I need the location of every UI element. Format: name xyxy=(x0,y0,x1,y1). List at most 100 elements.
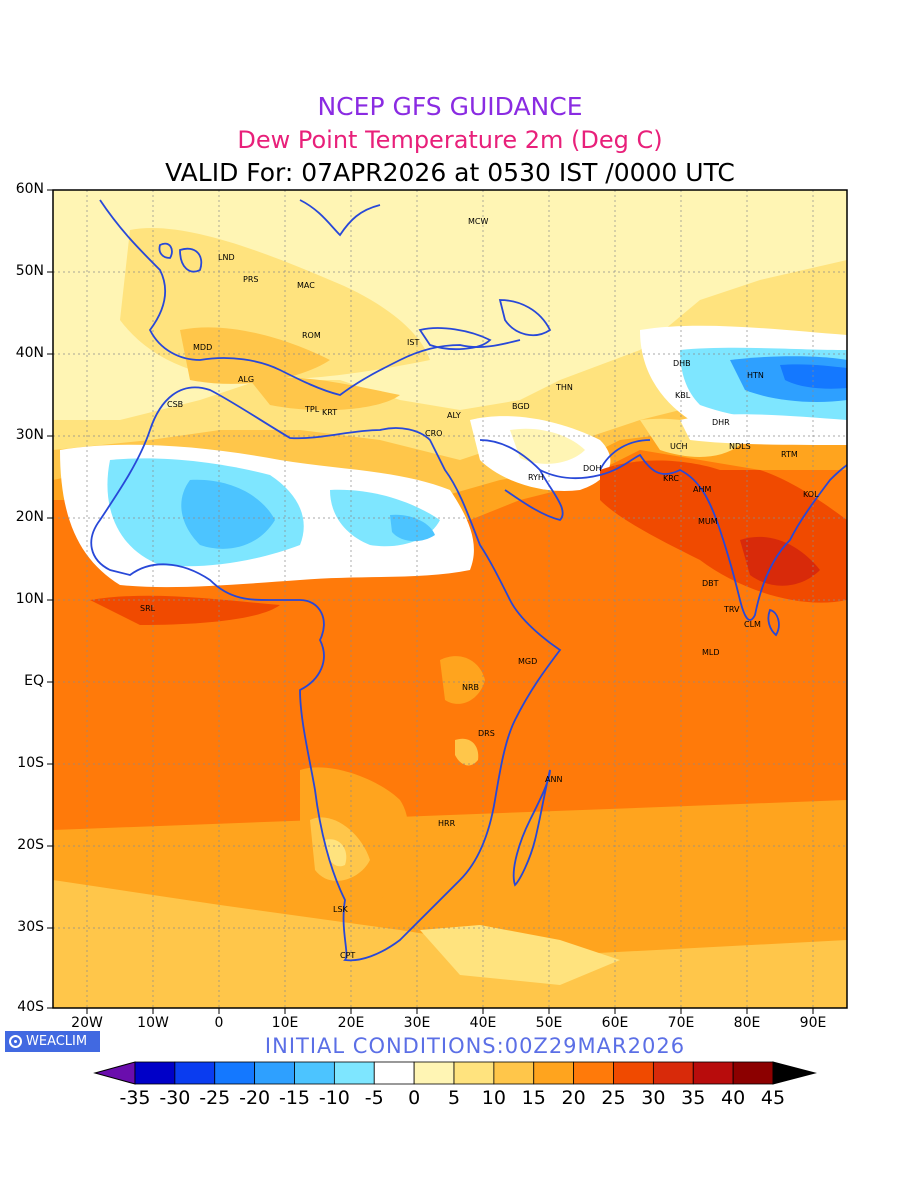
station-label: HTN xyxy=(747,371,764,380)
lon-label: 10W xyxy=(137,1015,169,1031)
station-label: NDLS xyxy=(729,442,751,451)
lat-label: 20N xyxy=(15,509,44,525)
station-label: ANN xyxy=(545,775,562,784)
colorbar-swatch xyxy=(652,1061,694,1085)
lat-label: EQ xyxy=(24,673,44,689)
lat-label: 20S xyxy=(17,837,44,853)
station-label: MGD xyxy=(518,657,537,666)
station-label: MDD xyxy=(193,343,212,352)
station-label: MUM xyxy=(698,517,718,526)
station-label: UCH xyxy=(670,442,687,451)
station-label: TPL xyxy=(304,405,320,414)
station-label: CRO xyxy=(425,429,442,438)
logo-text: WEACLIM xyxy=(26,1034,88,1049)
lon-label: 40E xyxy=(469,1015,497,1031)
station-label: PRS xyxy=(243,275,258,284)
lat-label: 10S xyxy=(17,755,44,771)
colorbar-tick-label: 25 xyxy=(601,1087,626,1109)
axis-ticks xyxy=(47,189,814,1014)
colorbar-swatch xyxy=(373,1061,415,1085)
station-label: KOL xyxy=(803,490,819,499)
colorbar-tick-label: 10 xyxy=(481,1087,506,1109)
colorbar-swatch xyxy=(333,1061,375,1085)
lon-label: 90E xyxy=(799,1015,827,1031)
station-label: MCW xyxy=(468,217,488,226)
lon-label: 20E xyxy=(337,1015,365,1031)
station-label: ALG xyxy=(238,375,254,384)
colorbar-tick-label: 15 xyxy=(521,1087,546,1109)
station-label: DHR xyxy=(712,418,730,427)
colorbar-tick-label: 40 xyxy=(721,1087,746,1109)
colorbar-swatch xyxy=(134,1061,176,1085)
station-label: CLM xyxy=(744,620,761,629)
colorbar-tick-label: -35 xyxy=(119,1087,151,1109)
lat-label: 10N xyxy=(15,591,44,607)
colorbar-min-triangle xyxy=(93,1061,136,1085)
colorbar-tick-label: 5 xyxy=(447,1087,461,1109)
station-labels: MCW LND PRS MAC ROM MDD IST ALG CSB TPL … xyxy=(140,217,819,960)
title-line-3: VALID For: 07APR2026 at 0530 IST /0000 U… xyxy=(165,158,735,187)
station-label: KBL xyxy=(675,391,691,400)
colorbar-tick-label: -25 xyxy=(199,1087,231,1109)
station-label: KRC xyxy=(663,474,679,483)
colorbar-tick-label: -5 xyxy=(364,1087,384,1109)
lat-label: 30S xyxy=(17,919,44,935)
station-label: DHB xyxy=(673,359,691,368)
colorbar-swatch xyxy=(732,1061,774,1085)
lon-label: 70E xyxy=(667,1015,695,1031)
colorbar-swatch xyxy=(453,1061,495,1085)
title-line-2: Dew Point Temperature 2m (Deg C) xyxy=(237,126,663,154)
station-label: MLD xyxy=(702,648,720,657)
initial-conditions: INITIAL CONDITIONS:00Z29MAR2026 xyxy=(264,1034,686,1058)
colorbar-swatch xyxy=(573,1061,614,1085)
colorbar-tick-label: -20 xyxy=(239,1087,271,1109)
colorbar-swatch xyxy=(174,1061,216,1085)
colorbar-swatch xyxy=(214,1061,256,1085)
station-label: SRL xyxy=(140,604,156,613)
coastlines xyxy=(90,199,847,962)
station-label: RTM xyxy=(781,450,798,459)
lon-label: 20W xyxy=(71,1015,103,1031)
colorbar-swatch xyxy=(413,1061,455,1085)
lon-label: 30E xyxy=(403,1015,431,1031)
plot-frame xyxy=(52,189,848,1009)
lat-label: 50N xyxy=(15,263,44,279)
station-label: ALY xyxy=(447,411,461,420)
colorbar-tick-label: 20 xyxy=(561,1087,586,1109)
station-label: IST xyxy=(407,338,419,347)
station-label: BGD xyxy=(512,402,530,411)
station-label: ROM xyxy=(302,331,321,340)
logo-icon xyxy=(9,1035,22,1048)
station-label: DOH xyxy=(583,464,601,473)
colorbar-tick-label: -30 xyxy=(159,1087,191,1109)
lat-label: 40N xyxy=(15,345,44,361)
graticule xyxy=(53,190,847,1008)
station-label: DRS xyxy=(478,729,495,738)
colorbar-tick-label: 35 xyxy=(681,1087,706,1109)
colorbar-swatch xyxy=(692,1061,734,1085)
station-label: KRT xyxy=(322,408,337,417)
lon-label: 10E xyxy=(271,1015,299,1031)
title-line-1: NCEP GFS GUIDANCE xyxy=(317,92,583,121)
station-label: RYH xyxy=(528,473,544,482)
station-label: HRR xyxy=(438,819,456,828)
lat-label: 30N xyxy=(15,427,44,443)
station-label: LND xyxy=(218,253,235,262)
colorbar-swatch xyxy=(254,1061,295,1085)
lon-label: 60E xyxy=(601,1015,629,1031)
station-label: NRB xyxy=(462,683,479,692)
colorbar-tick-label: 30 xyxy=(641,1087,666,1109)
colorbar-swatch xyxy=(493,1061,535,1085)
colorbar-tick-label: 0 xyxy=(408,1087,421,1109)
colorbar-swatch xyxy=(613,1061,654,1085)
station-label: DBT xyxy=(702,579,719,588)
station-label: CSB xyxy=(167,400,183,409)
colorbar-tick-label: 45 xyxy=(760,1087,786,1109)
colorbar-max-triangle xyxy=(772,1061,817,1085)
lon-label: 50E xyxy=(535,1015,563,1031)
station-label: MAC xyxy=(297,281,315,290)
lat-label: 40S xyxy=(17,999,44,1015)
station-label: TRV xyxy=(723,605,740,614)
